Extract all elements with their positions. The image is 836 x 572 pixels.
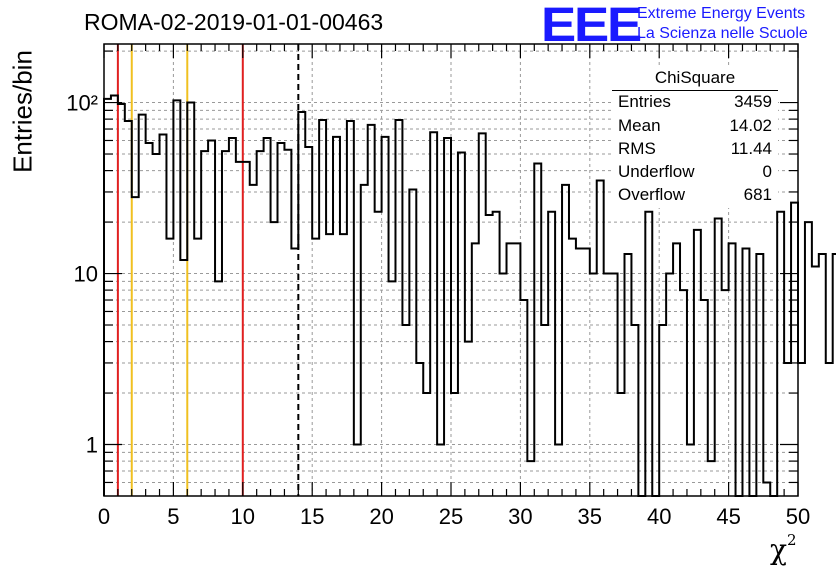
x-tick-label: 30: [508, 504, 532, 529]
stats-value: 11.44: [730, 139, 772, 158]
chart-title: ROMA-02-2019-01-01-00463: [84, 9, 384, 35]
logo-text: Extreme Energy Events La Scienza nelle S…: [637, 4, 808, 44]
x-tick-label: 10: [231, 504, 255, 529]
stats-key: Entries: [618, 92, 671, 111]
y-tick-label: 10: [74, 262, 98, 287]
stats-key: Overflow: [618, 185, 686, 204]
x-tick-label: 15: [300, 504, 324, 529]
stats-divider: [612, 90, 778, 91]
logo-mark: EEE: [541, 0, 642, 52]
x-tick-label: 35: [578, 504, 602, 529]
stats-key: Underflow: [618, 162, 695, 181]
vertical-markers: [116, 44, 300, 496]
x-axis-label: χ2: [770, 531, 797, 566]
histogram-steps: [103, 94, 836, 497]
logo-line-2: La Scienza nelle Scuole: [637, 25, 808, 42]
y-tick-label: 10²: [66, 91, 98, 116]
x-tick-label: 45: [716, 504, 740, 529]
stats-value: 3459: [734, 92, 772, 111]
stats-key: RMS: [618, 139, 656, 158]
eee-logo: EEE Extreme Energy Events La Scienza nel…: [541, 2, 808, 50]
tick-labels: 0 5 10 15 20 25 30 35 40 45 50 1 10 10²: [66, 91, 810, 529]
x-tick-label: 0: [98, 504, 110, 529]
logo-line-1: Extreme Energy Events: [637, 5, 806, 22]
x-tick-label: 20: [369, 504, 393, 529]
x-tick-label: 50: [786, 504, 810, 529]
x-tick-label: 25: [439, 504, 463, 529]
stats-title: ChiSquare: [654, 68, 736, 87]
axis-ticks: [103, 44, 799, 496]
stats-value: 681: [743, 185, 772, 204]
stats-box: ChiSquare Entries 3459 Mean 14.02 RMS 11…: [612, 66, 778, 208]
stats-key: Mean: [618, 116, 661, 135]
x-tick-label: 40: [647, 504, 671, 529]
x-tick-label: 5: [167, 504, 179, 529]
stats-value: 14.02: [729, 116, 772, 135]
stats-value: 0: [762, 162, 772, 181]
y-tick-label: 1: [86, 433, 98, 458]
